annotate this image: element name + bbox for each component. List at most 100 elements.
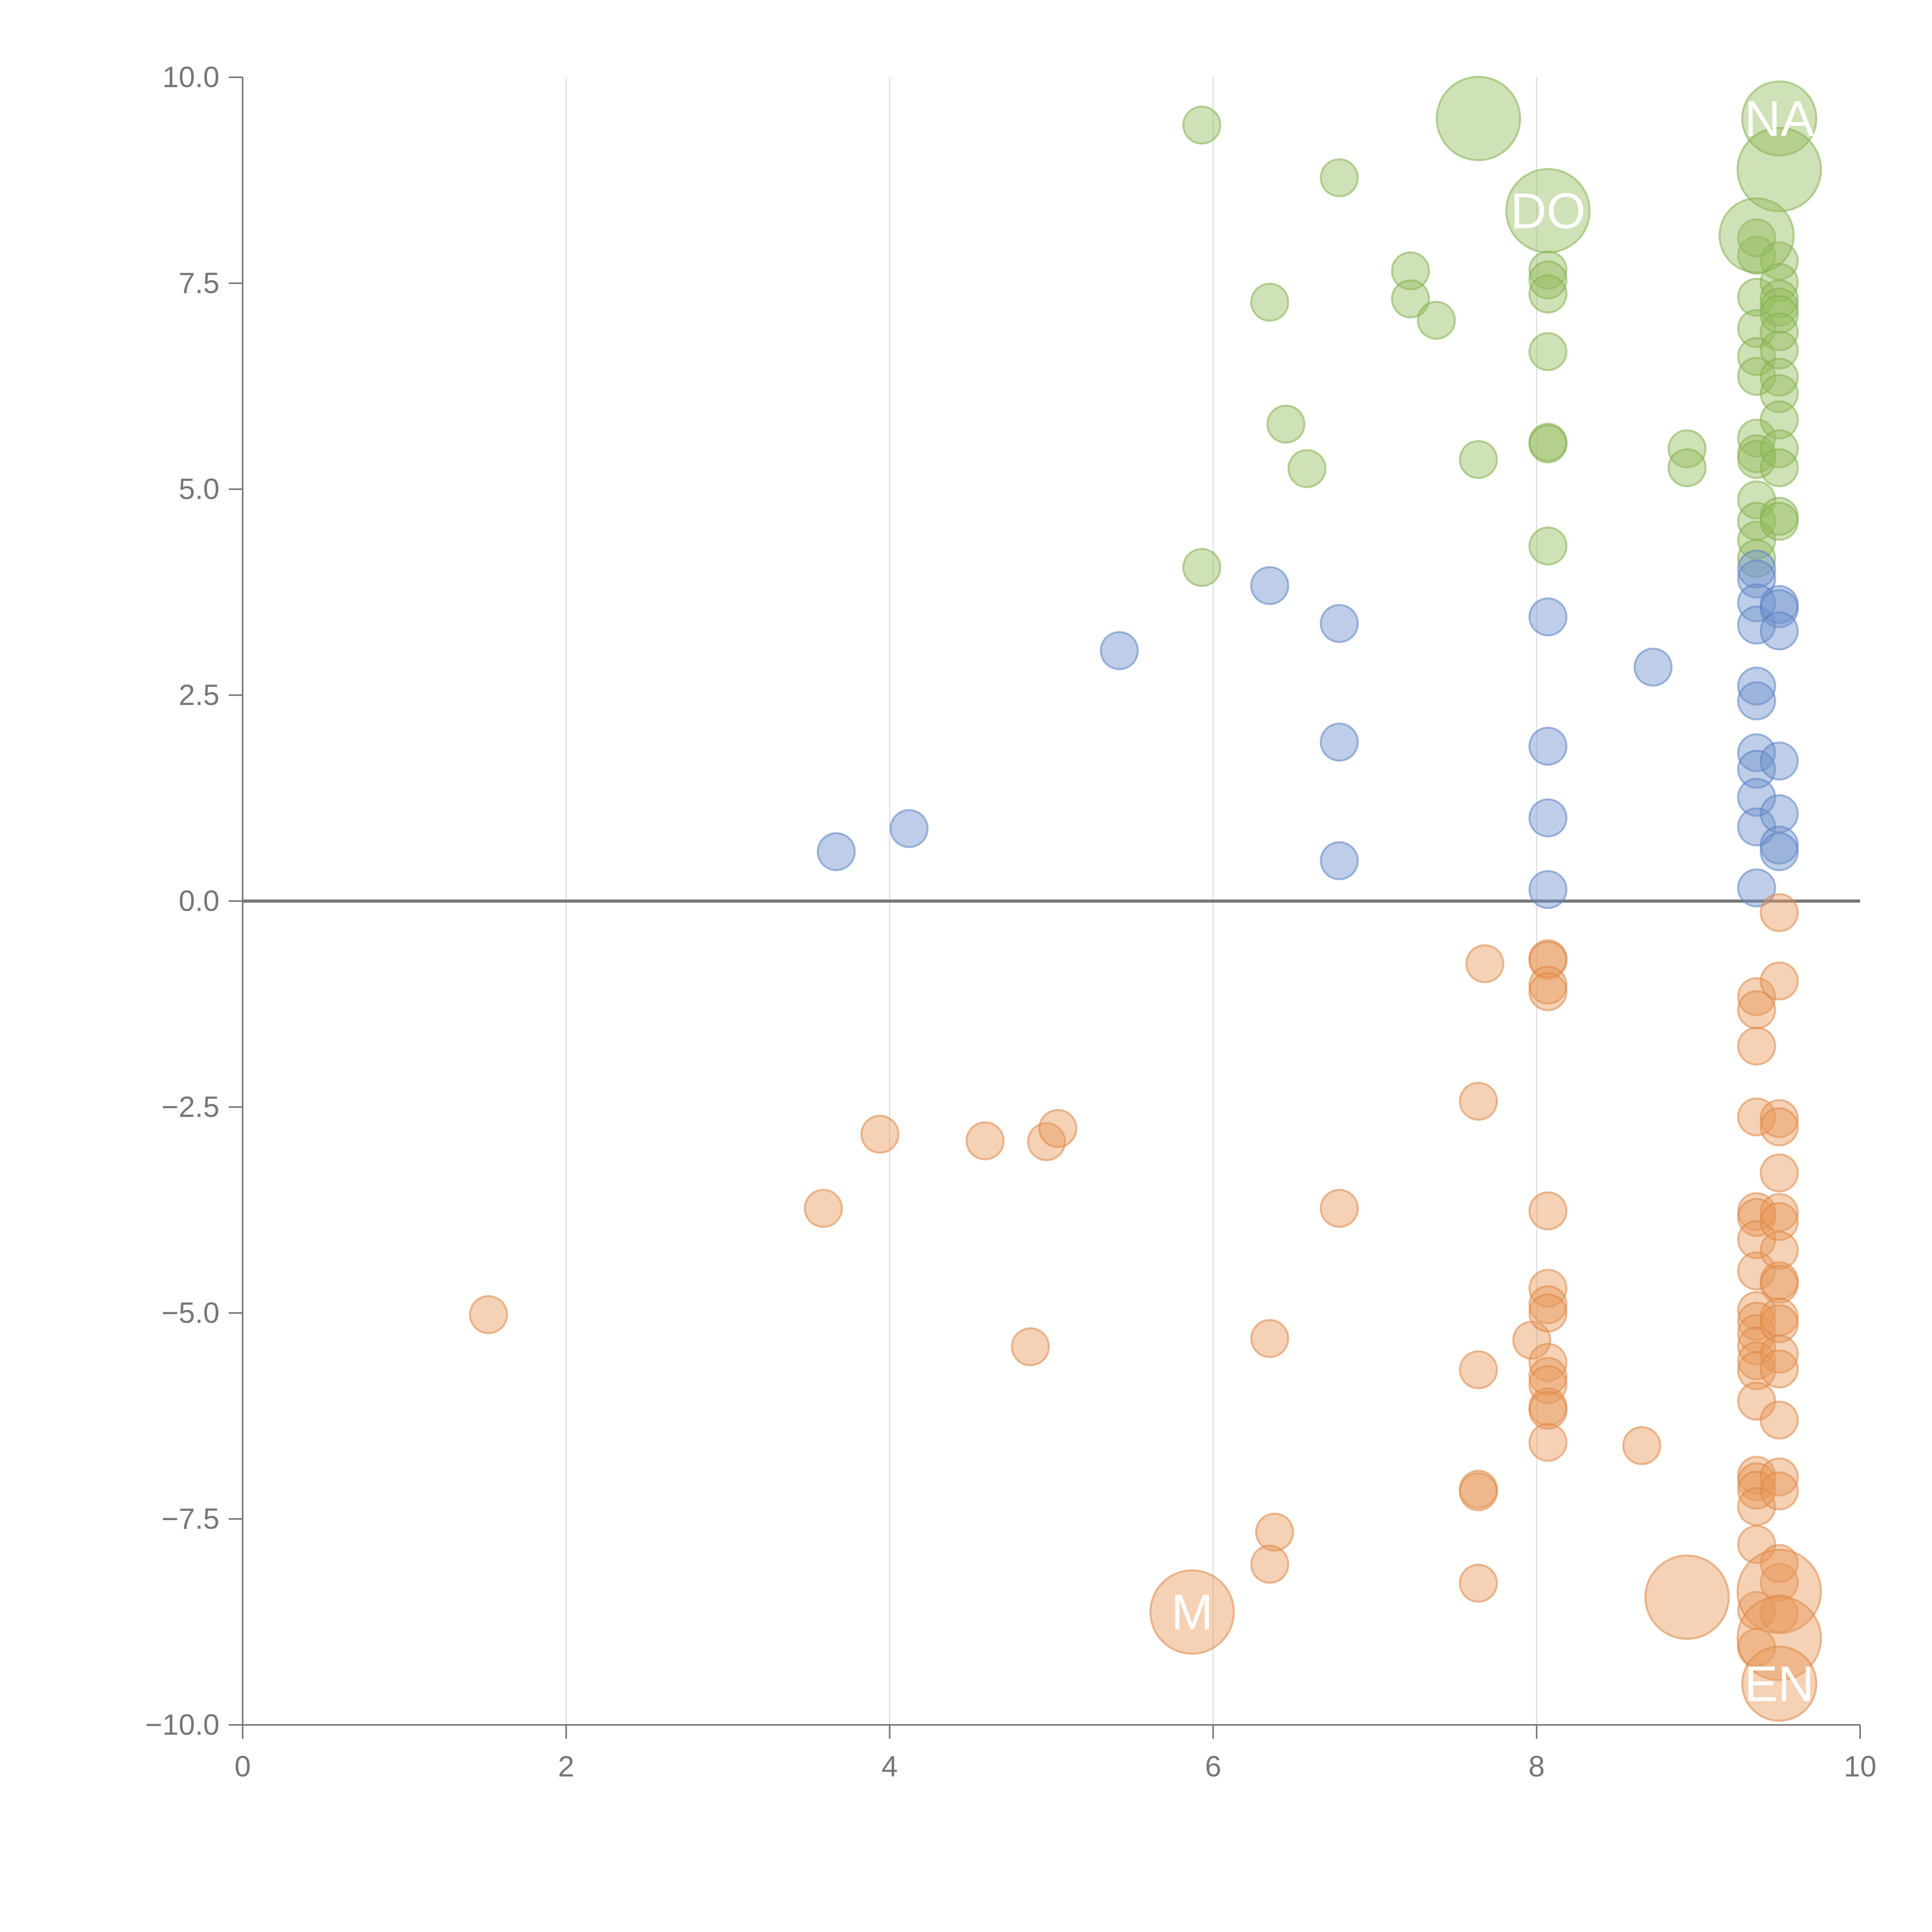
data-point-blue (1737, 583, 1776, 622)
data-point-orange (1528, 1357, 1568, 1396)
data-point-blue (1250, 566, 1289, 605)
data-point-green (1320, 158, 1359, 197)
data-point-orange (1760, 1231, 1799, 1270)
data-point-green (1250, 282, 1289, 322)
data-point-orange (469, 1295, 508, 1334)
data-point-orange (1528, 1285, 1568, 1325)
data-point-orange (1250, 1544, 1289, 1584)
data-point-orange (1528, 1191, 1568, 1231)
data-point-orange (1737, 1470, 1776, 1510)
data-point-blue (1528, 597, 1568, 636)
data-point-green (1287, 449, 1327, 488)
data-point-orange (1760, 1107, 1799, 1146)
data-point-orange (1737, 1341, 1776, 1381)
data-point-orange (1459, 1472, 1498, 1512)
data-point-blue (1737, 549, 1776, 589)
data-point-orange (1760, 1563, 1799, 1602)
data-point-orange (1528, 1423, 1568, 1462)
data-point-blue (1737, 777, 1776, 817)
data-point-orange (1760, 1335, 1799, 1374)
data-point-orange (1737, 1026, 1776, 1066)
x-tick-label: 4 (881, 1750, 898, 1783)
data-point-blue (1760, 832, 1799, 871)
data-point-green (1760, 330, 1799, 370)
x-tick-label: 0 (235, 1750, 251, 1783)
y-tick-label: 5.0 (179, 473, 219, 506)
data-point-blue (1737, 559, 1776, 599)
y-tick-label: 2.5 (179, 679, 219, 712)
y-tick-label: 7.5 (179, 267, 219, 300)
x-tick-label: 2 (558, 1750, 574, 1783)
data-point-blue (816, 832, 856, 871)
data-point-orange (1737, 1251, 1776, 1291)
data-point-orange (1011, 1327, 1050, 1366)
data-point-orange (1027, 1122, 1066, 1162)
point-label: NA (1744, 90, 1814, 147)
data-point-blue (1760, 742, 1799, 781)
data-point-green (1760, 448, 1799, 488)
data-point-orange (1622, 1426, 1662, 1465)
data-point-orange (1320, 1189, 1359, 1228)
data-point-orange (1528, 972, 1568, 1012)
data-point-orange (1459, 1563, 1498, 1603)
data-point-orange (1528, 1293, 1568, 1333)
y-tick-label: −2.5 (162, 1091, 219, 1124)
x-tick-label: 6 (1205, 1750, 1221, 1783)
data-point-orange (1737, 1097, 1776, 1137)
data-point-orange (1760, 1349, 1799, 1389)
large-data-point-green (1435, 76, 1521, 162)
data-point-orange (1737, 1351, 1776, 1390)
data-point-green (1667, 448, 1707, 488)
large-data-point-orange (1736, 1549, 1822, 1634)
data-point-orange (1465, 944, 1505, 983)
data-point-orange (1760, 893, 1799, 932)
data-point-green (1737, 440, 1776, 479)
y-tick-label: −7.5 (162, 1503, 219, 1536)
data-point-green (1182, 548, 1221, 587)
data-point-orange (965, 1121, 1005, 1160)
data-point-blue (1737, 750, 1776, 789)
data-point-green (1528, 424, 1568, 464)
large-data-point-green (1741, 80, 1818, 157)
data-point-blue (1100, 631, 1139, 670)
data-point-blue (1737, 667, 1776, 706)
data-point-green (1737, 539, 1776, 578)
data-point-orange (1737, 1291, 1776, 1330)
large-data-point-orange (1741, 1645, 1818, 1722)
data-point-green (1417, 301, 1456, 340)
large-data-point-orange (1736, 1595, 1822, 1681)
data-point-orange (1255, 1512, 1294, 1552)
data-point-orange (804, 1189, 843, 1228)
data-point-orange (1760, 1153, 1799, 1193)
data-point-orange (1760, 1471, 1799, 1511)
data-point-green (1528, 260, 1568, 299)
data-point-blue (1528, 726, 1568, 766)
data-point-green (1760, 357, 1799, 397)
x-tick-label: 8 (1529, 1750, 1545, 1783)
large-data-point-green (1505, 168, 1591, 253)
large-data-point-orange (1149, 1569, 1235, 1655)
data-point-green (1760, 502, 1799, 541)
data-point-orange (1760, 1400, 1799, 1440)
data-point-blue (1528, 798, 1568, 838)
data-point-green (1528, 274, 1568, 314)
large-data-point-green (1736, 127, 1822, 213)
data-point-blue (1528, 870, 1568, 909)
x-tick-label: 10 (1844, 1750, 1877, 1783)
data-point-orange (1760, 1457, 1799, 1497)
data-point-blue (1760, 589, 1799, 628)
data-point-green (1459, 440, 1498, 479)
data-point-blue (1320, 604, 1359, 643)
large-data-point-green (1718, 197, 1795, 274)
point-labels: NA DO M EN (1171, 90, 1814, 1712)
data-point-orange (860, 1114, 900, 1154)
data-point-green (1737, 337, 1776, 376)
data-point-orange (1737, 977, 1776, 1016)
large-data-point-orange (1644, 1554, 1730, 1640)
data-point-green (1760, 279, 1799, 319)
axes: 10.0 7.5 5.0 2.5 0.0 −2.5 −5.0 −7.5 −10.0 0 2 4 6 8 10 (145, 61, 1877, 1783)
data-point-orange (1760, 1099, 1799, 1138)
data-point-green (1760, 400, 1799, 440)
data-points (469, 76, 1822, 1722)
